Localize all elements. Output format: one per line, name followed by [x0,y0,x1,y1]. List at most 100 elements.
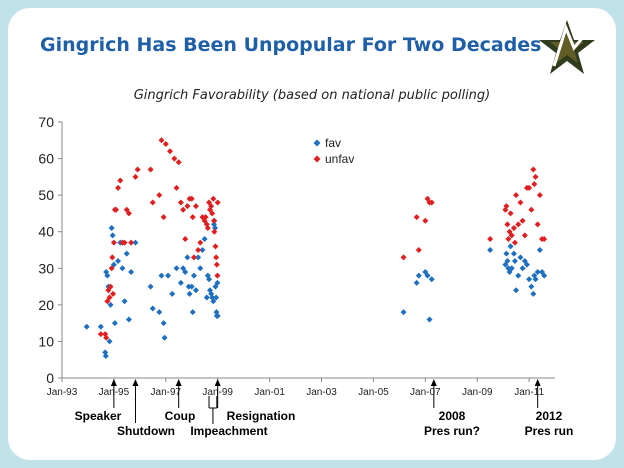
slide-title: Gingrich Has Been Unpopular For Two Deca… [40,34,542,56]
fav-point [424,272,431,279]
y-tick-label: 10 [38,333,54,349]
annotation-2012-label: 2012 [536,409,563,423]
fav-point [532,276,539,283]
unfav-point [177,199,184,206]
unfav-point [147,166,154,173]
fav-point [507,243,514,250]
fav-point [487,247,494,253]
unfav-point [415,247,422,253]
x-tick-label: Jan-93 [47,387,78,398]
legend-label-fav: fav [325,136,341,150]
fav-point [169,290,176,297]
fav-point [503,250,510,257]
fav-point [184,254,191,261]
unfav-point [192,203,199,210]
unfav-point [117,177,124,184]
unfav-point [204,225,211,232]
unfav-point [195,247,202,253]
fav-point [119,265,126,272]
fav-point [177,279,184,286]
y-tick-label: 60 [38,151,54,167]
unfav-point [536,192,543,199]
fav-point [528,283,535,290]
unfav-point [197,239,204,246]
annotation-shutdown-label: Shutdown [117,424,175,438]
fav-point [400,309,407,316]
annotation-resignation-label: Resignation [227,409,296,423]
unfav-point [532,173,539,180]
unfav-point [107,283,114,290]
fav-point [106,338,113,345]
fav-point [190,272,197,279]
unfav-point [422,217,429,224]
chart-annotations: SpeakerShutdownCoupImpeachmentResignatio… [75,379,574,438]
fav-point [192,287,199,294]
fav-point [195,254,202,261]
fav-point [108,225,115,232]
fav-point [161,334,168,341]
fav-point [506,268,513,275]
unfav-point [505,236,512,243]
unfav-point [106,294,113,301]
unfav-point [121,239,128,246]
unfav-point [511,239,518,246]
annotation-speaker-label: Speaker [75,409,122,423]
y-tick-label: 20 [38,297,54,313]
annotation-impeachment-label: Impeachment [190,424,267,438]
fav-point [197,265,204,272]
unfav-point [521,232,528,239]
unfav-point [510,225,517,232]
unfav-point [103,334,110,341]
fav-point [199,247,206,253]
fav-point [530,290,537,297]
unfav-point [134,166,141,173]
unfav-point [506,228,513,235]
fav-point [517,254,524,261]
fav-point [415,272,422,279]
unfav-point [110,239,117,246]
fav-point [426,316,433,323]
fav-point [160,320,167,327]
fav-point [536,247,543,253]
unfav-point [167,148,174,155]
x-tick-label: Jan-07 [410,387,441,398]
fav-point [428,276,435,283]
fav-point [508,265,515,272]
unfav-point [508,232,515,239]
fav-point [83,323,90,330]
unfav-point [212,243,219,250]
unfav-point [125,210,132,217]
unfav-point [531,181,538,188]
fav-point [147,283,154,290]
unfav-point [214,199,221,206]
unfav-point [156,192,163,199]
unfav-point [213,254,220,261]
unfav-point [504,221,511,228]
unfav-point [128,239,135,246]
chart-legend: fav unfav [313,136,354,166]
annotation-2012-label-line2: Pres run [525,424,574,438]
y-tick-label: 40 [38,224,54,240]
unfav-point [149,199,156,206]
unfav-point [97,331,104,338]
unfav-point [184,203,191,210]
fav-point [201,236,208,243]
fav-point [213,294,220,301]
unfav-point [530,166,537,173]
annotation-2008-label: 2008 [439,409,466,423]
unfav-point [503,203,510,210]
unfav-point [188,195,195,202]
y-tick-label: 70 [38,114,54,130]
legend-marker-fav [313,139,321,147]
unfav-point [190,254,197,261]
unfav-point [487,236,494,243]
fav-point [206,276,213,283]
unfav-point [209,210,216,217]
fav-point [125,316,132,323]
annotation-resignation-arrow-head [214,379,221,386]
unfav-point [400,254,407,261]
x-tick-label: Jan-05 [358,387,389,398]
unfav-point [211,228,218,235]
fav-point [121,298,128,305]
